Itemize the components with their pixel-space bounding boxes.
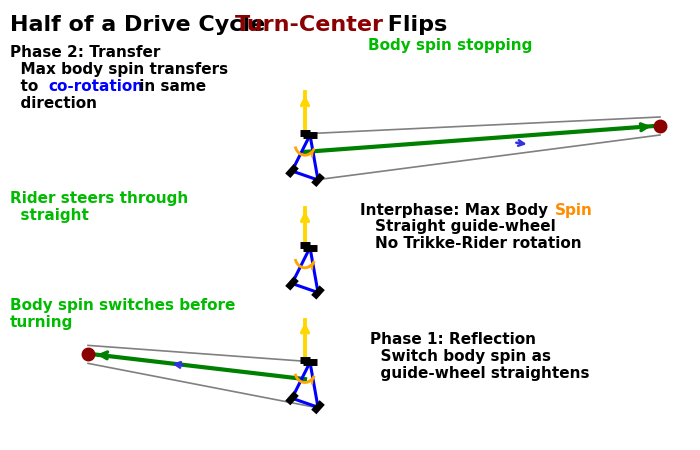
Text: Interphase: Max Body: Interphase: Max Body (360, 202, 554, 217)
Text: turning: turning (10, 315, 74, 330)
Text: Body spin switches before: Body spin switches before (10, 298, 235, 313)
Text: Max body spin transfers: Max body spin transfers (10, 62, 228, 77)
Text: Straight guide-wheel: Straight guide-wheel (375, 220, 556, 234)
Text: Body spin stopping: Body spin stopping (368, 38, 532, 53)
Text: to: to (10, 79, 43, 94)
Text: No Trikke-Rider rotation: No Trikke-Rider rotation (375, 236, 582, 251)
Text: Rider steers through: Rider steers through (10, 191, 188, 206)
Text: Phase 2: Transfer: Phase 2: Transfer (10, 45, 160, 60)
Text: Turn-Center: Turn-Center (235, 14, 384, 35)
Text: Phase 1: Reflection: Phase 1: Reflection (370, 332, 536, 347)
Text: in same: in same (134, 79, 206, 94)
Text: Flips: Flips (380, 14, 447, 35)
Text: Switch body spin as: Switch body spin as (370, 349, 551, 364)
Text: guide-wheel straightens: guide-wheel straightens (370, 365, 589, 381)
Text: Half of a Drive Cycle: Half of a Drive Cycle (10, 14, 273, 35)
Text: co-rotation: co-rotation (48, 79, 143, 94)
Text: direction: direction (10, 96, 97, 111)
Text: straight: straight (10, 208, 89, 223)
Text: Spin: Spin (555, 202, 593, 217)
